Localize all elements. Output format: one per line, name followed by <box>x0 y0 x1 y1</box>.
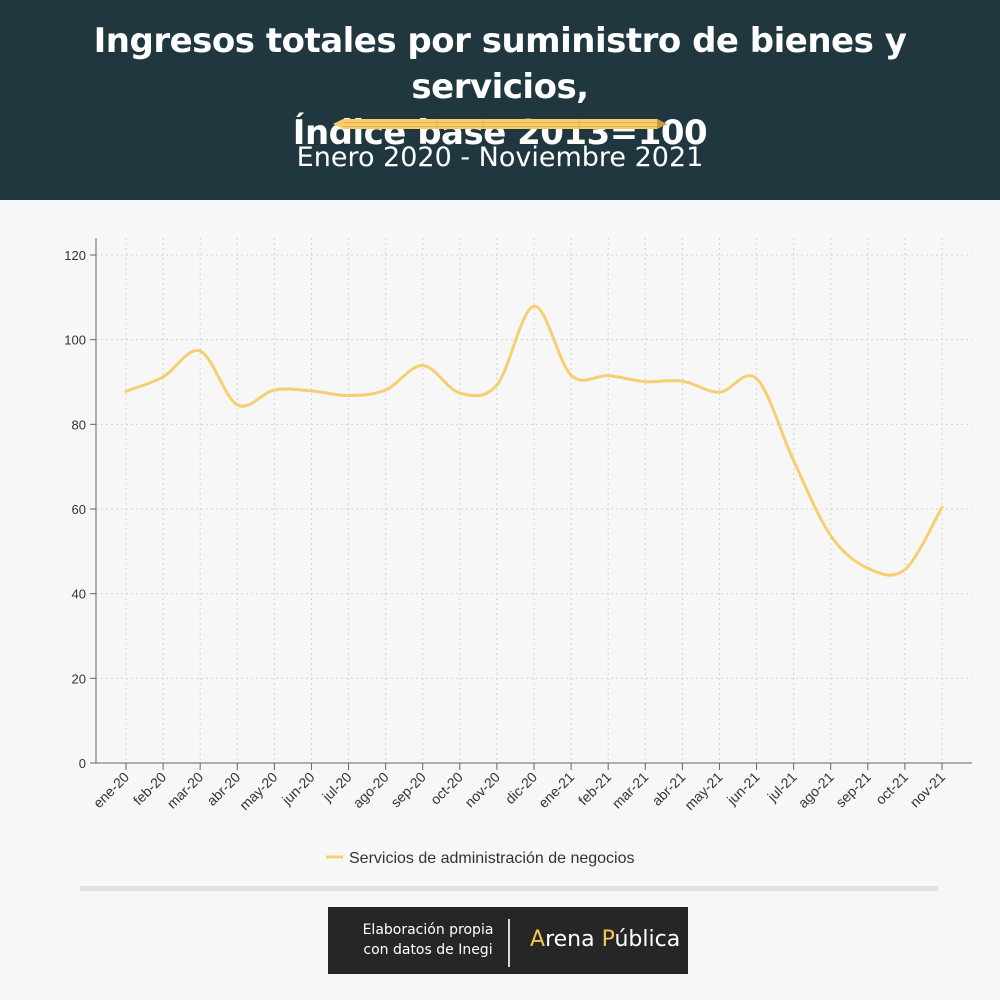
x-tick-label: nov-21 <box>907 769 949 811</box>
credit-text: Elaboración propia con datos de Inegi <box>348 920 508 960</box>
legend: Servicios de administración de negocios <box>326 850 634 867</box>
chart-title-line-1: Ingresos totales por suministro de biene… <box>93 21 907 107</box>
x-tick-label: sep-20 <box>387 769 429 811</box>
x-tick-label: ago-20 <box>350 769 392 811</box>
x-tick-label: may-21 <box>681 769 725 813</box>
grid-lines <box>96 238 972 763</box>
x-tick-label: mar-20 <box>164 769 207 812</box>
header: Ingresos totales por suministro de biene… <box>0 0 1000 200</box>
brand-text-ublica: ública <box>614 927 681 952</box>
data-point <box>569 373 573 377</box>
pencil-divider-icon <box>333 119 667 129</box>
brand-letter-p: P <box>601 927 615 952</box>
brand-text-rena: rena <box>545 927 602 952</box>
chart-subtitle: Enero 2020 - Noviembre 2021 <box>296 142 704 173</box>
data-point <box>643 380 647 384</box>
series-line <box>124 304 944 577</box>
brand-letter-a: A <box>530 927 546 952</box>
x-tick-label: feb-21 <box>575 769 615 809</box>
y-tick-label: 40 <box>72 587 86 602</box>
separator-rule <box>80 886 938 891</box>
data-point <box>532 304 536 308</box>
data-point <box>124 389 128 393</box>
data-point <box>680 379 684 383</box>
data-point <box>940 505 944 509</box>
y-tick-label: 0 <box>79 756 86 771</box>
x-tick-label: ene-21 <box>535 769 577 811</box>
data-point <box>347 394 351 398</box>
credit-box: Elaboración propia con datos de Inegi Ar… <box>328 907 688 974</box>
x-tick-label: jun-21 <box>723 769 763 809</box>
data-point <box>309 389 313 393</box>
y-tick-label: 60 <box>72 502 86 517</box>
data-point <box>161 375 165 379</box>
data-point <box>495 383 499 387</box>
data-point <box>421 363 425 367</box>
x-tick-label: ene-20 <box>90 769 132 811</box>
x-tick-label: oct-20 <box>427 769 466 808</box>
y-tick-label: 120 <box>64 248 86 263</box>
x-tick-label: feb-20 <box>130 769 170 809</box>
y-tick-label: 100 <box>64 333 86 348</box>
x-tick-label: jun-20 <box>278 769 318 809</box>
credit-divider <box>508 919 510 967</box>
credit-line-2: con datos de Inegi <box>363 942 493 958</box>
data-point <box>903 568 907 572</box>
x-tick-label: mar-21 <box>609 769 652 812</box>
data-point <box>272 388 276 392</box>
data-point <box>829 534 833 538</box>
x-tick-label: ago-21 <box>795 769 837 811</box>
y-tick-label: 20 <box>72 671 86 686</box>
data-point <box>198 349 202 353</box>
credit-line-1: Elaboración propia <box>362 922 494 938</box>
y-axis-tick-labels: 0 20 40 60 80 100 120 <box>64 248 86 771</box>
x-tick-label: may-20 <box>236 769 280 813</box>
data-point <box>606 374 610 378</box>
series-group <box>124 304 944 577</box>
data-point <box>717 390 721 394</box>
line-chart: 0 20 40 60 80 100 120 ene-20feb-20mar-20abr-20… <box>64 238 972 867</box>
data-point <box>866 566 870 570</box>
chart-title: Ingresos totales por suministro de biene… <box>20 18 980 156</box>
x-tick-label: oct-21 <box>872 769 911 808</box>
legend-label: Servicios de administración de negocios <box>349 850 634 867</box>
data-point <box>235 403 239 407</box>
data-point <box>458 391 462 395</box>
data-point <box>792 459 796 463</box>
data-point <box>384 388 388 392</box>
y-tick-label: 80 <box>72 417 86 432</box>
data-point <box>755 377 759 381</box>
brand-logo: Arena Pública <box>530 925 680 955</box>
x-tick-label: sep-21 <box>832 769 874 811</box>
x-tick-label: dic-20 <box>502 769 540 807</box>
x-tick-label: nov-20 <box>461 769 503 811</box>
axes <box>90 238 972 770</box>
